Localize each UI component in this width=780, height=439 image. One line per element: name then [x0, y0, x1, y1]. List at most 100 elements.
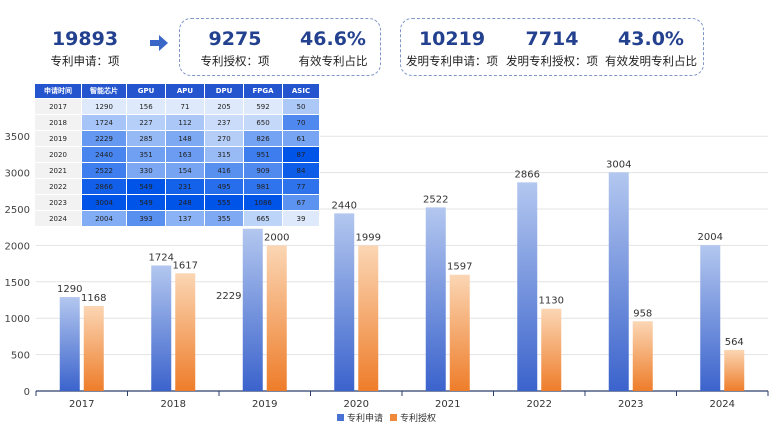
- table-cell: 650: [243, 114, 283, 131]
- table-cell: 393: [126, 210, 166, 227]
- table-cell: 39: [282, 210, 320, 227]
- y-tick-label: 2000: [5, 241, 30, 252]
- table-header-cell: 智能芯片: [81, 83, 127, 99]
- table-header-cell: APU: [165, 83, 205, 99]
- legend-label-grant: 专利授权: [400, 412, 436, 424]
- bar-apply: [59, 297, 80, 391]
- data-label-apply: 2522: [423, 194, 448, 205]
- table-cell: 1724: [81, 114, 127, 131]
- table-cell: 77: [282, 178, 320, 195]
- data-label-apply: 1724: [149, 252, 174, 263]
- table-cell: 156: [126, 98, 166, 115]
- kpi-inv-valid-ratio-value: 43.0%: [618, 28, 684, 50]
- table-year-cell: 2023: [34, 194, 82, 211]
- bar-apply: [334, 213, 355, 391]
- bar-apply: [608, 172, 629, 391]
- bar-grant: [358, 245, 379, 391]
- x-tick-label: 2021: [435, 399, 460, 410]
- table-row: 2019 2229 285 148 270 826 61: [34, 130, 320, 147]
- kpi-inv-granted-label: 发明专利授权：项: [506, 54, 598, 68]
- table-row: 2024 2004 393 137 355 665 39: [34, 210, 320, 227]
- kpi-granted-label: 专利授权：项: [200, 54, 270, 68]
- kpi-inv-granted-value: 7714: [525, 28, 579, 50]
- table-cell: 315: [204, 146, 244, 163]
- table-cell: 50: [282, 98, 320, 115]
- table-cell: 549: [126, 178, 166, 195]
- data-label-apply: 1290: [57, 284, 82, 295]
- table-cell: 270: [204, 130, 244, 147]
- table-cell: 592: [243, 98, 283, 115]
- table-cell: 154: [165, 162, 205, 179]
- table-cell: 2004: [81, 210, 127, 227]
- table-cell: 67: [282, 194, 320, 211]
- table-header-cell: FPGA: [243, 83, 283, 99]
- kpi-granted-value: 9275: [208, 28, 262, 50]
- x-tick-label: 2019: [252, 399, 277, 410]
- table-body: 2017 1290 156 71 205 592 50 2018 1724 227 112 237 65…: [34, 98, 320, 227]
- arrow-right-icon: [150, 35, 168, 51]
- y-tick-label: 1000: [5, 314, 30, 325]
- data-label-grant: 1617: [173, 260, 198, 271]
- table-cell: 87: [282, 146, 320, 163]
- y-tick-label: 3500: [5, 132, 30, 143]
- data-label-apply: 2004: [698, 232, 723, 243]
- table-cell: 330: [126, 162, 166, 179]
- bar-grant: [449, 274, 470, 391]
- kpi-inv-valid-ratio-label: 有效发明专利占比: [605, 54, 697, 68]
- grant-summary-box: [179, 18, 381, 76]
- kpi-inv-granted: 7714 发明专利授权：项: [503, 28, 601, 69]
- data-label-apply: 2440: [332, 200, 357, 211]
- table-cell: 61: [282, 130, 320, 147]
- kpi-inv-valid-ratio: 43.0% 有效发明专利占比: [602, 28, 700, 69]
- invention-summary-box: [400, 18, 704, 76]
- table-cell: 2866: [81, 178, 127, 195]
- kpi-inv-apply-value: 10219: [418, 28, 486, 50]
- table-header-cell: DPU: [204, 83, 244, 99]
- data-label-grant: 1597: [447, 262, 472, 273]
- table-row: 2021 2522 330 154 416 909 84: [34, 162, 320, 179]
- x-tick-label: 2022: [527, 399, 552, 410]
- data-label-grant: 958: [633, 308, 652, 319]
- table-cell: 84: [282, 162, 320, 179]
- kpi-valid-ratio-label: 有效专利占比: [298, 54, 368, 68]
- y-tick-label: 500: [11, 351, 30, 362]
- table-header-cell: ASIC: [282, 83, 320, 99]
- table-cell: 237: [204, 114, 244, 131]
- bar-grant: [724, 349, 745, 391]
- table-cell: 205: [204, 98, 244, 115]
- table-year-cell: 2021: [34, 162, 82, 179]
- kpi-apply: 19893 专利申请：项: [40, 28, 130, 69]
- kpi-valid-ratio-value: 46.6%: [300, 28, 366, 50]
- table-cell: 71: [165, 98, 205, 115]
- data-label-grant: 1130: [539, 296, 564, 307]
- data-label-grant: 1168: [81, 293, 106, 304]
- bar-grant: [175, 273, 196, 391]
- kpi-apply-value: 19893: [51, 28, 119, 50]
- table-row: 2022 2866 549 231 495 981 77: [34, 178, 320, 195]
- table-year-cell: 2022: [34, 178, 82, 195]
- table-cell: 3004: [81, 194, 127, 211]
- data-label-apply: 3004: [606, 159, 631, 170]
- table-cell: 826: [243, 130, 283, 147]
- y-tick-label: 1500: [5, 278, 30, 289]
- x-tick-label: 2023: [618, 399, 643, 410]
- table-cell: 231: [165, 178, 205, 195]
- y-tick-label: 3000: [5, 169, 30, 180]
- kpi-inv-apply: 10219 发明专利申请：项: [403, 28, 501, 69]
- legend-label-apply: 专利申请: [347, 412, 383, 424]
- table-header-row: 申请时间 智能芯片 GPU APU DPU FPGA ASIC: [34, 83, 320, 99]
- x-tick-label: 2017: [69, 399, 94, 410]
- table-row: 2020 2440 351 163 315 951 87: [34, 146, 320, 163]
- table-cell: 70: [282, 114, 320, 131]
- table-cell: 112: [165, 114, 205, 131]
- table-row: 2023 3004 549 248 555 1086 67: [34, 194, 320, 211]
- table-cell: 549: [126, 194, 166, 211]
- table-cell: 909: [243, 162, 283, 179]
- bar-apply: [700, 245, 721, 391]
- table-cell: 2229: [81, 130, 127, 147]
- table-cell: 951: [243, 146, 283, 163]
- data-label-apply: 2229: [216, 291, 241, 302]
- x-tick-label: 2024: [710, 399, 735, 410]
- table-cell: 665: [243, 210, 283, 227]
- table-cell: 1086: [243, 194, 283, 211]
